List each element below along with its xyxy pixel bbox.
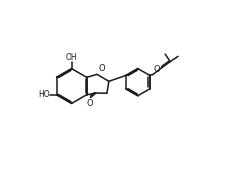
Text: O: O bbox=[154, 65, 160, 74]
Text: O: O bbox=[86, 99, 93, 108]
Text: O: O bbox=[98, 64, 105, 73]
Text: HO: HO bbox=[38, 90, 50, 99]
Text: OH: OH bbox=[66, 53, 77, 62]
